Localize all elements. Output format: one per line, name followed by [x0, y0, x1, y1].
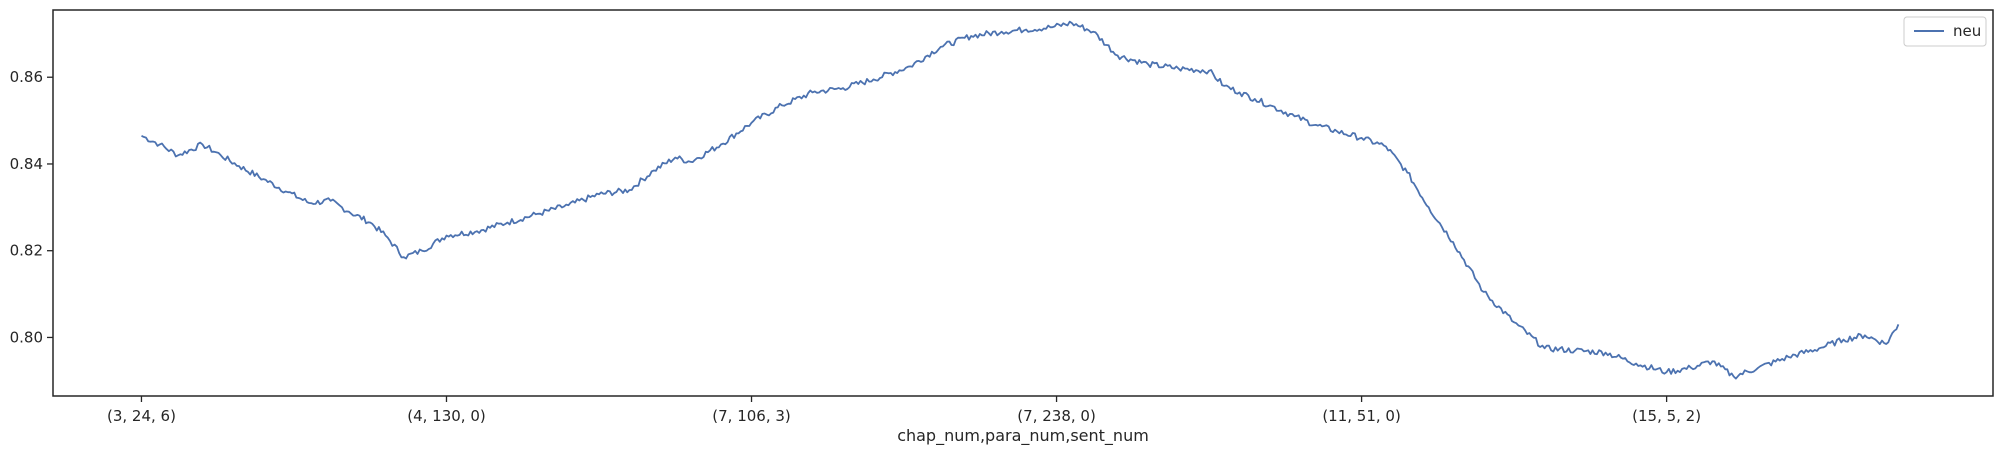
x-tick-label: (3, 24, 6): [107, 407, 176, 425]
y-tick-label: 0.84: [10, 155, 43, 173]
x-tick-label: (4, 130, 0): [407, 407, 486, 425]
series-line-neu: [141, 20, 1900, 380]
x-tick-label: (11, 51, 0): [1322, 407, 1401, 425]
y-tick-label: 0.82: [10, 242, 43, 260]
legend-label-neu: neu: [1953, 22, 1981, 40]
x-tick-label: (7, 106, 3): [712, 407, 791, 425]
y-axis: 0.80 0.82 0.84 0.86: [10, 68, 53, 346]
series-layer: [141, 20, 1900, 380]
x-axis: (3, 24, 6) (4, 130, 0) (7, 106, 3) (7, 238,…: [107, 396, 1701, 425]
x-tick-label: (7, 238, 0): [1017, 407, 1096, 425]
legend: neu: [1903, 16, 1987, 47]
plot-frame: [52, 9, 1994, 397]
x-axis-title: chap_num,para_num,sent_num: [897, 426, 1149, 446]
x-tick-label: (15, 5, 2): [1632, 407, 1701, 425]
y-tick-label: 0.80: [10, 328, 43, 346]
y-tick-label: 0.86: [10, 68, 43, 86]
legend-frame: [1903, 16, 1987, 47]
plot-area: [53, 10, 1993, 396]
